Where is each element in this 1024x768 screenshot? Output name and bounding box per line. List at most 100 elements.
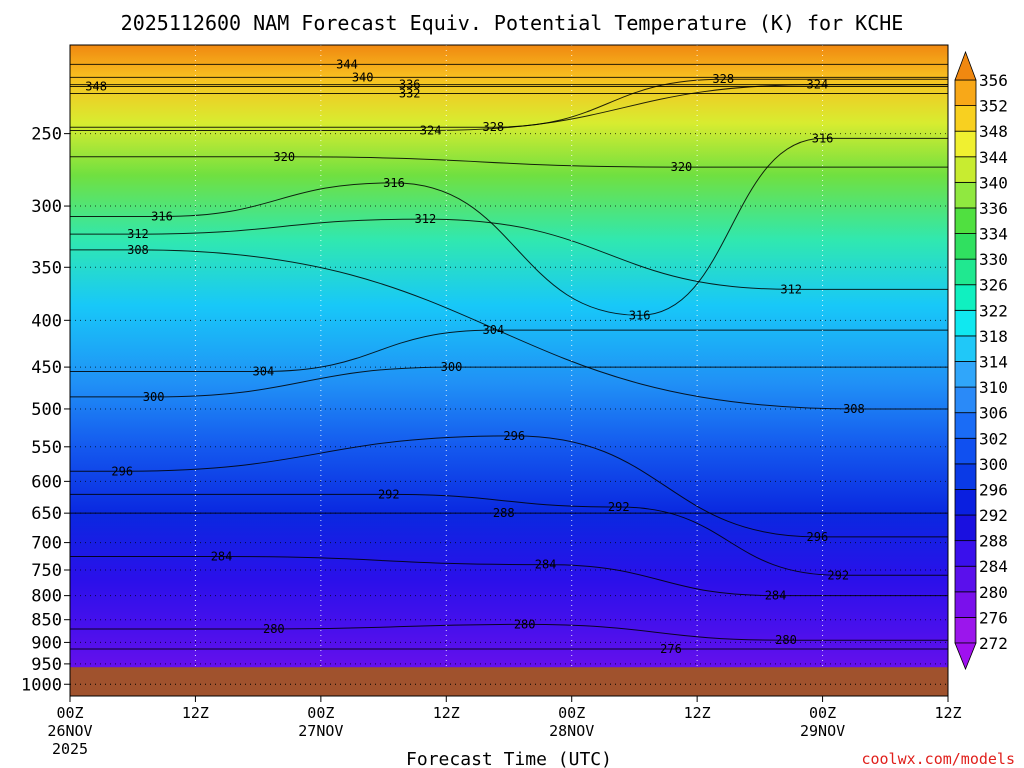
y-tick-label: 950 [31, 655, 62, 675]
colorbar-swatch [954, 489, 977, 516]
x-tick-label: 00Z [809, 704, 836, 722]
colorbar: 272 276 280 284 288 292 296 300 302 306 310 314 318 3… [954, 50, 1008, 671]
colorbar-swatch [954, 233, 977, 260]
contour-line-328 [70, 78, 948, 128]
contour-label: 332 [399, 87, 421, 101]
colorbar-label: 280 [979, 583, 1008, 602]
contour-label: 280 [775, 633, 797, 647]
colorbar-swatch [954, 130, 977, 158]
x-tick-label: 12Z [934, 704, 961, 722]
chart-title: 2025112600 NAM Forecast Equiv. Potential… [121, 11, 904, 35]
contour-label: 320 [671, 160, 693, 174]
contour-label: 348 [85, 79, 107, 93]
contour-line-296 [70, 435, 948, 538]
contour-label: 292 [827, 568, 849, 582]
y-tick-label: 400 [31, 311, 62, 331]
grid [70, 45, 948, 696]
x-year-label: 2025 [52, 740, 88, 758]
contour-label: 292 [608, 500, 630, 514]
colorbar-swatch [954, 412, 977, 439]
y-tick-label: 450 [31, 358, 62, 378]
y-tick-label: 350 [31, 258, 62, 278]
contour-label: 328 [482, 120, 504, 134]
contour-label: 344 [336, 57, 358, 71]
plot-frame [69, 44, 949, 697]
colorbar-label: 296 [979, 480, 1008, 499]
contour-label: 284 [211, 550, 233, 564]
colorbar-swatch [954, 463, 977, 490]
contour-label: 312 [127, 227, 149, 241]
contour-label: 308 [843, 402, 865, 416]
colorbar-label: 330 [979, 250, 1008, 269]
colorbar-label: 276 [979, 608, 1008, 627]
colorbar-swatch [954, 617, 977, 644]
contour-label: 296 [111, 464, 133, 478]
contour-label: 276 [660, 642, 682, 656]
x-tick-label: 12Z [433, 704, 460, 722]
y-tick-label: 500 [31, 400, 62, 420]
contour-label: 292 [378, 487, 400, 501]
colorbar-swatch [954, 514, 977, 542]
colorbar-label: 322 [979, 301, 1008, 320]
colorbar-label: 340 [979, 173, 1008, 192]
contour-label: 296 [503, 429, 525, 443]
x-date-label: 26NOV [47, 722, 92, 740]
credit-text: coolwx.com/models [861, 750, 1015, 768]
colorbar-label: 336 [979, 199, 1008, 218]
contour-label: 324 [420, 123, 442, 137]
y-tick-label: 250 [31, 125, 62, 145]
colorbar-label: 300 [979, 455, 1008, 474]
x-tick-label: 00Z [307, 704, 334, 722]
y-tick-label: 900 [31, 633, 62, 653]
colorbar-label: 352 [979, 97, 1008, 116]
colorbar-label: 288 [979, 532, 1008, 551]
x-tick-label: 00Z [558, 704, 585, 722]
colorbar-swatch [954, 437, 977, 465]
colorbar-swatch [954, 258, 977, 286]
y-tick-label: 600 [31, 472, 62, 492]
colorbar-swatch [954, 181, 977, 209]
contour-label: 280 [514, 617, 536, 631]
contour-label: 336 [399, 78, 421, 92]
y-tick-label: 550 [31, 438, 62, 458]
contour-label: 304 [253, 364, 275, 378]
contour-label: 320 [273, 150, 295, 164]
contour-label: 312 [780, 282, 802, 296]
contour-line-300 [70, 366, 948, 398]
x-date-label: 27NOV [298, 722, 343, 740]
contour-label: 280 [263, 622, 285, 636]
colorbar-label: 344 [979, 148, 1008, 167]
colorbar-swatch [954, 79, 977, 106]
theta-e-field [70, 45, 948, 696]
colorbar-label: 310 [979, 378, 1008, 397]
contour-line-316 [70, 137, 948, 316]
colorbar-swatch [954, 156, 977, 183]
x-tick-label: 12Z [182, 704, 209, 722]
contour-label: 308 [127, 243, 149, 257]
x-axis-label: Forecast Time (UTC) [406, 749, 612, 768]
contour-label: 328 [712, 72, 734, 86]
contour-label: 312 [415, 212, 437, 226]
contour-lines [70, 63, 948, 650]
contour-line-312 [70, 218, 948, 290]
contour-label: 300 [441, 360, 463, 374]
colorbar-label: 318 [979, 327, 1008, 346]
contour-label: 316 [629, 308, 651, 322]
x-date-label: 29NOV [800, 722, 845, 740]
y-axis: 2503003504004505005506006507007508008509… [21, 125, 70, 695]
contour-label: 296 [807, 530, 829, 544]
y-tick-label: 300 [31, 197, 62, 217]
colorbar-label: 348 [979, 122, 1008, 141]
y-tick-label: 650 [31, 504, 62, 524]
contour-label: 324 [807, 78, 829, 92]
colorbar-max-arrow [954, 50, 977, 81]
colorbar-swatch [954, 591, 977, 618]
ground-below-surface [70, 667, 948, 696]
colorbar-label: 314 [979, 353, 1008, 372]
colorbar-label: 334 [979, 225, 1008, 244]
colorbar-swatch [954, 284, 977, 311]
contour-label: 300 [143, 390, 165, 404]
contour-label: 284 [535, 558, 557, 572]
